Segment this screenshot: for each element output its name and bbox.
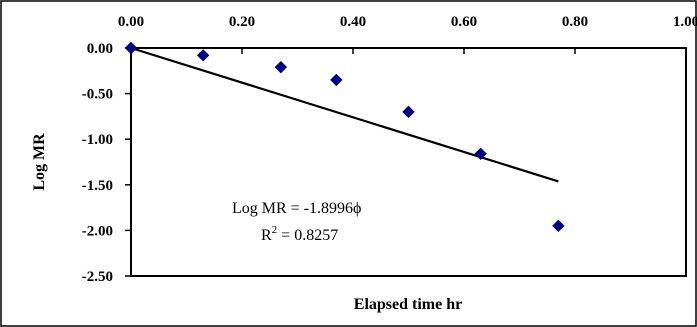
x-tick-labels: 0.00 0.20 0.40 0.60 0.80 1.00 [118, 14, 697, 30]
data-point [402, 105, 415, 119]
data-point [274, 60, 288, 74]
r2-suffix: = 0.8257 [277, 227, 338, 244]
y-tick-label: -1.00 [82, 132, 113, 148]
x-tick-label: 0.40 [340, 14, 366, 30]
x-tick-label: 0.80 [562, 14, 588, 30]
y-tick-label: -2.00 [82, 223, 113, 239]
data-points [124, 41, 565, 233]
r2-exponent: 2 [272, 224, 278, 236]
x-tick-label: 0.60 [451, 14, 477, 30]
equation-annotation: Log MR = -1.8996ϕ [232, 200, 361, 217]
x-tick-label: 0.20 [229, 14, 255, 30]
y-axis-title: Log MR [31, 133, 48, 191]
trendline [130, 46, 559, 183]
data-point [196, 49, 210, 62]
data-point [330, 73, 343, 87]
x-axis-title: Elapsed time hr [354, 296, 462, 313]
y-tick-label: -0.50 [82, 87, 113, 103]
data-point [552, 219, 565, 233]
r2-annotation: R2 = 0.8257 [261, 224, 338, 244]
r2-prefix: R [261, 227, 272, 244]
plot-area [130, 47, 687, 277]
y-tick-label: 0.00 [87, 41, 113, 57]
y-tick-label: -1.50 [82, 178, 113, 194]
y-tick-label: -2.50 [82, 269, 113, 285]
data-point [124, 41, 138, 55]
y-tick-labels: 0.00 -0.50 -1.00 -1.50 -2.00 -2.50 [82, 41, 113, 285]
data-point [474, 147, 487, 160]
x-tick-label: 0.00 [118, 14, 144, 30]
x-tick-label: 1.00 [673, 14, 697, 30]
